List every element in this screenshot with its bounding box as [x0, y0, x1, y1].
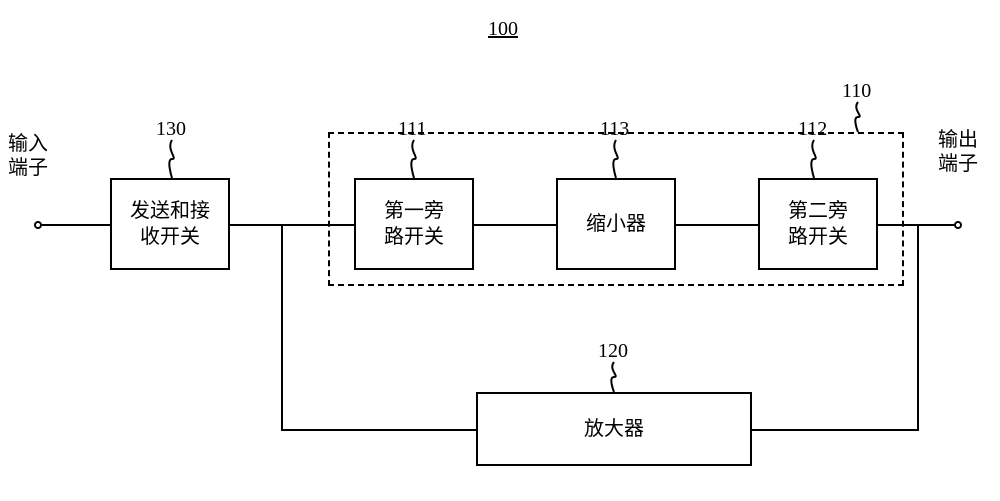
block-amp: 放大器 — [476, 392, 752, 466]
block-bypass1-label: 第一旁路开关 — [384, 198, 444, 250]
block-txrx-label: 发送和接收开关 — [130, 198, 210, 250]
block-bypass2: 第二旁路开关 — [758, 178, 878, 270]
ref-130: 130 — [156, 118, 186, 141]
block-bypass2-label: 第二旁路开关 — [788, 198, 848, 250]
input-terminal-label: 输入端子 — [8, 132, 48, 180]
diagram-canvas: 100 110 输入端子 输出端子 发送和接收开关 第一旁路开关 缩小器 第二旁… — [0, 0, 1000, 501]
block-amp-label: 放大器 — [584, 416, 644, 442]
input-terminal-circle — [34, 221, 42, 229]
ref-113: 113 — [600, 118, 629, 141]
output-terminal-label: 输出端子 — [938, 128, 978, 176]
ref-111: 111 — [398, 118, 427, 141]
ref-120: 120 — [598, 340, 628, 363]
block-txrx: 发送和接收开关 — [110, 178, 230, 270]
output-terminal-circle — [954, 221, 962, 229]
ref-112: 112 — [798, 118, 827, 141]
block-shrink: 缩小器 — [556, 178, 676, 270]
block-bypass1: 第一旁路开关 — [354, 178, 474, 270]
ref-110: 110 — [842, 80, 871, 103]
figure-number: 100 — [488, 18, 518, 41]
block-shrink-label: 缩小器 — [586, 211, 646, 237]
